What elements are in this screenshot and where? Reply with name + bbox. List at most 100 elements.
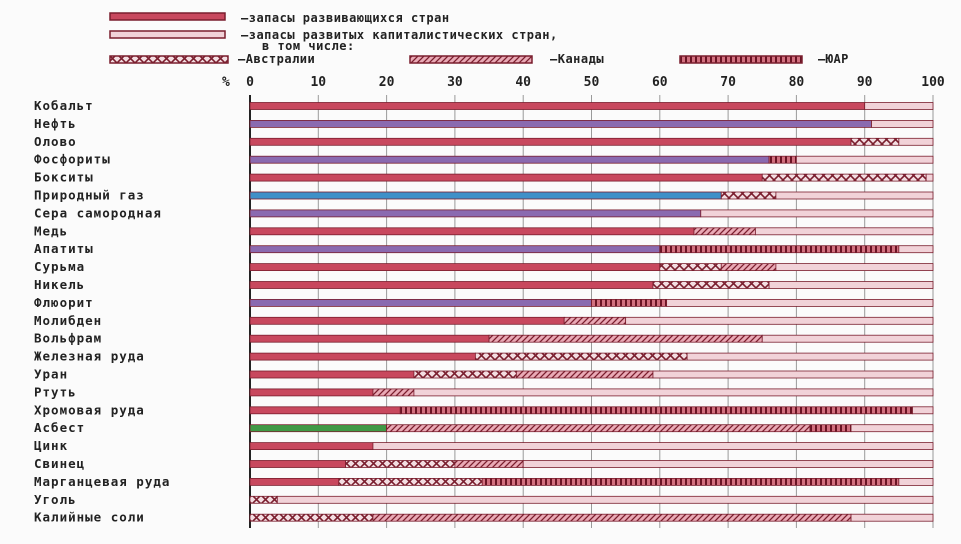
- bar-segment-australia: [249, 513, 374, 522]
- category-label: Асбест: [34, 420, 85, 435]
- category-label: Никель: [34, 277, 85, 292]
- bar-segment-sa: [591, 298, 668, 307]
- category-label: Сера самородная: [34, 205, 162, 220]
- x-tick-label: 60: [652, 75, 668, 90]
- bar-segment-developed_other: [625, 316, 934, 325]
- bar-segment-developed_other: [898, 137, 934, 146]
- bar-segment-canada: [693, 227, 756, 236]
- bar-segment-developing: [249, 424, 388, 433]
- x-tick-label: 100: [921, 75, 945, 90]
- bar-segment-developed_other: [898, 477, 934, 486]
- category-label: Ртуть: [34, 384, 77, 399]
- bar-segment-developing: [249, 477, 340, 486]
- bar-segment-developing: [249, 209, 702, 218]
- bar-segment-developed_other: [850, 424, 934, 433]
- category-label: Фосфориты: [34, 152, 111, 167]
- bar-segment-australia: [761, 173, 927, 182]
- category-label: Калийные соли: [34, 510, 145, 525]
- x-tick-label: 40: [515, 75, 531, 90]
- bar-segment-developing: [249, 370, 415, 379]
- category-label: Олово: [34, 134, 77, 149]
- bar-segment-developing: [249, 173, 763, 182]
- bar-segment-developing: [249, 281, 654, 289]
- bar-segment-developing: [249, 442, 374, 451]
- legend-label-sa: —ЮАР: [818, 52, 849, 66]
- category-label: Сурьма: [34, 259, 85, 274]
- bar-segment-australia: [720, 191, 777, 200]
- bar-segment-developed_other: [775, 263, 934, 272]
- bar-segment-canada: [372, 388, 415, 397]
- bar-segment-sa: [768, 155, 797, 164]
- legend-label-developed: —запасы развитых капиталистических стран…: [241, 28, 558, 42]
- bar-segment-developed_other: [666, 298, 934, 307]
- category-label: Хромовая руда: [34, 402, 145, 417]
- x-tick-label: 50: [584, 75, 600, 90]
- bar-segment-australia: [413, 370, 517, 379]
- bar-segment-developing: [249, 155, 770, 164]
- bar-segment-developing: [249, 460, 347, 468]
- category-label: Вольфрам: [34, 331, 102, 346]
- x-tick-label: 0: [246, 75, 254, 90]
- bar-segment-developing: [249, 263, 661, 272]
- bar-segment-sa: [481, 477, 900, 486]
- category-label: Марганцевая руда: [34, 474, 170, 489]
- bar-segment-australia: [850, 137, 900, 146]
- category-label: Медь: [34, 223, 68, 238]
- bar-segment-developed_other: [925, 173, 934, 182]
- category-label: Железная руда: [34, 349, 145, 364]
- bar-segment-developed_other: [276, 495, 934, 504]
- x-tick-label: 30: [447, 75, 463, 90]
- legend-label-including: в том числе:: [262, 39, 355, 53]
- bar-segment-canada: [720, 263, 777, 272]
- bar-segment-australia: [345, 460, 456, 468]
- legend-swatch-developed: [109, 30, 226, 39]
- bar-segment-developing: [249, 316, 565, 325]
- legend-swatch-sa: [679, 55, 803, 64]
- x-tick-label: 20: [379, 75, 395, 90]
- bar-segment-australia: [659, 263, 722, 272]
- bar-segment-developed_other: [652, 370, 934, 379]
- bar-segment-developing: [249, 352, 476, 361]
- bar-segment-canada: [563, 316, 627, 325]
- category-label: Бокситы: [34, 170, 94, 185]
- bar-segment-sa: [399, 406, 913, 415]
- bar-segment-australia: [338, 477, 483, 486]
- bar-segment-canada: [515, 370, 654, 379]
- bar-segment-canada: [372, 513, 852, 522]
- bar-segment-developing: [249, 245, 661, 254]
- bar-segment-developed_other: [796, 155, 934, 164]
- bar-segment-australia: [249, 495, 278, 504]
- category-label: Кобальт: [34, 98, 94, 113]
- bar-segment-developing: [249, 191, 722, 200]
- bar-segment-developing: [249, 120, 872, 128]
- category-label: Молибден: [34, 313, 102, 328]
- legend-label-developing: —запасы развивающихся стран: [241, 11, 450, 25]
- bar-segment-canada: [386, 424, 811, 433]
- legend: —запасы развивающихся стран —запасы разв…: [109, 11, 849, 66]
- x-tick-label: 10: [310, 75, 326, 90]
- bar-segment-developed_other: [912, 406, 934, 415]
- bar-segment-sa: [659, 245, 900, 254]
- bar-segment-australia: [652, 281, 770, 289]
- bar-segment-developed_other: [864, 102, 934, 110]
- category-label: Природный газ: [34, 188, 145, 203]
- category-label: Цинк: [34, 438, 68, 453]
- bar-segment-developed_other: [755, 227, 934, 236]
- category-label: Уран: [34, 367, 68, 382]
- legend-label-canada: —Канады: [550, 52, 604, 66]
- bar-segment-developed_other: [700, 209, 934, 218]
- category-label: Флюорит: [34, 295, 94, 310]
- bar-segment-developed_other: [775, 191, 934, 200]
- bar-segment-developed_other: [898, 245, 934, 254]
- grid: [249, 95, 934, 528]
- category-label: Нефть: [34, 116, 77, 131]
- bar-segment-developing: [249, 298, 592, 307]
- bar-segment-canada: [488, 334, 763, 343]
- bar-segment-developed_other: [686, 352, 934, 361]
- legend-swatch-australia: [109, 55, 229, 64]
- bar-segment-sa: [809, 424, 852, 433]
- legend-swatch-canada: [409, 55, 533, 64]
- x-axis-ticks: 0 10 20 30 40 50 60 70 80 90 100: [246, 75, 945, 90]
